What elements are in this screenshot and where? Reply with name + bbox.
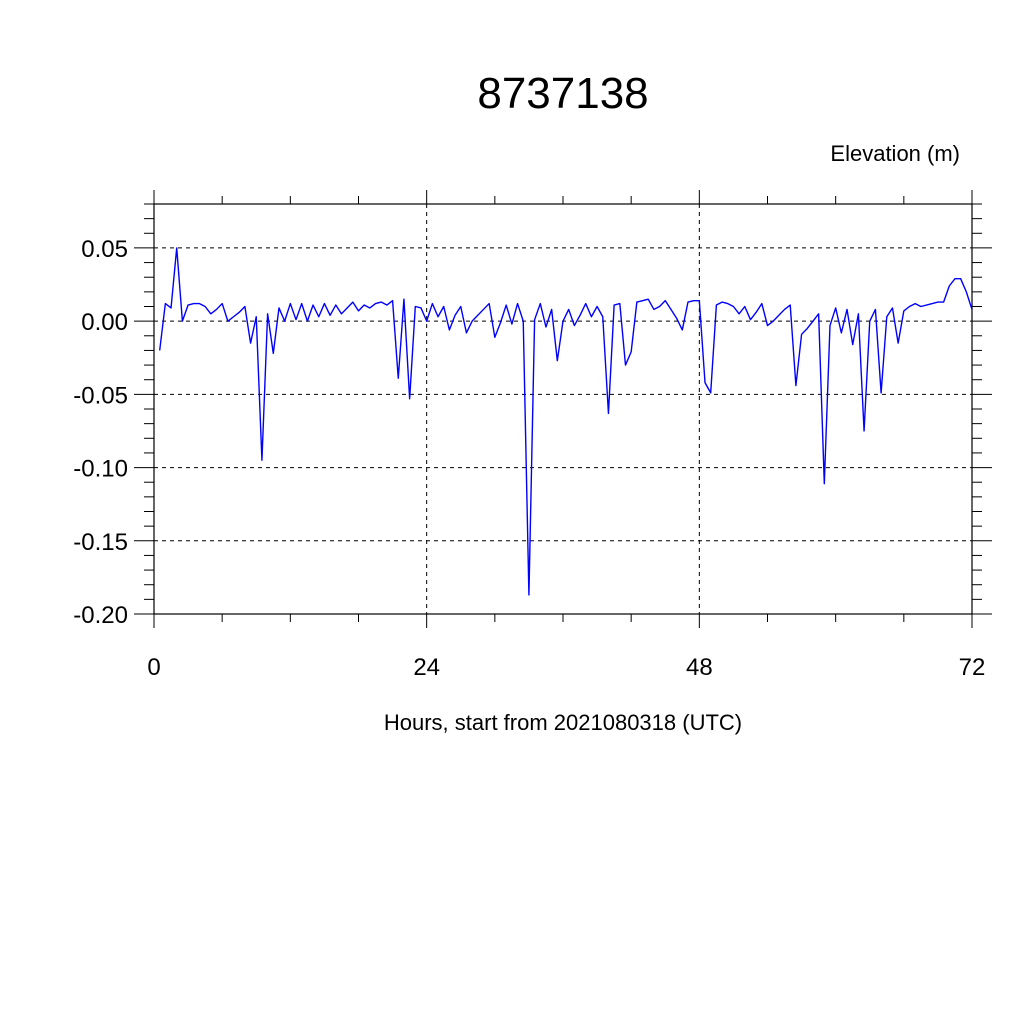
x-tick-label: 24 [413,654,440,681]
plot-frame [153,203,973,615]
series-line [158,247,973,596]
grid [154,204,972,615]
y-tick-label: -0.05 [73,382,128,409]
y-tick-label: 0.05 [81,236,128,263]
y-tick-label: -0.10 [73,456,128,483]
tick-labels: 0.05 0.00 -0.05 -0.10 -0.15 -0.20 0 24 48 72 [73,236,985,681]
chart-title: 8737138 [477,69,648,118]
y-tick-label: 0.00 [81,309,128,336]
x-axis-label: Hours, start from 2021080318 (UTC) [384,710,742,735]
axes [134,190,992,628]
y-tick-label: -0.15 [73,529,128,556]
series-group [158,247,973,596]
y-axis-label: Elevation (m) [830,141,960,166]
x-tick-label: 72 [959,654,986,681]
x-tick-label: 48 [686,654,713,681]
y-tick-label: -0.20 [73,602,128,629]
x-tick-label: 0 [147,654,160,681]
